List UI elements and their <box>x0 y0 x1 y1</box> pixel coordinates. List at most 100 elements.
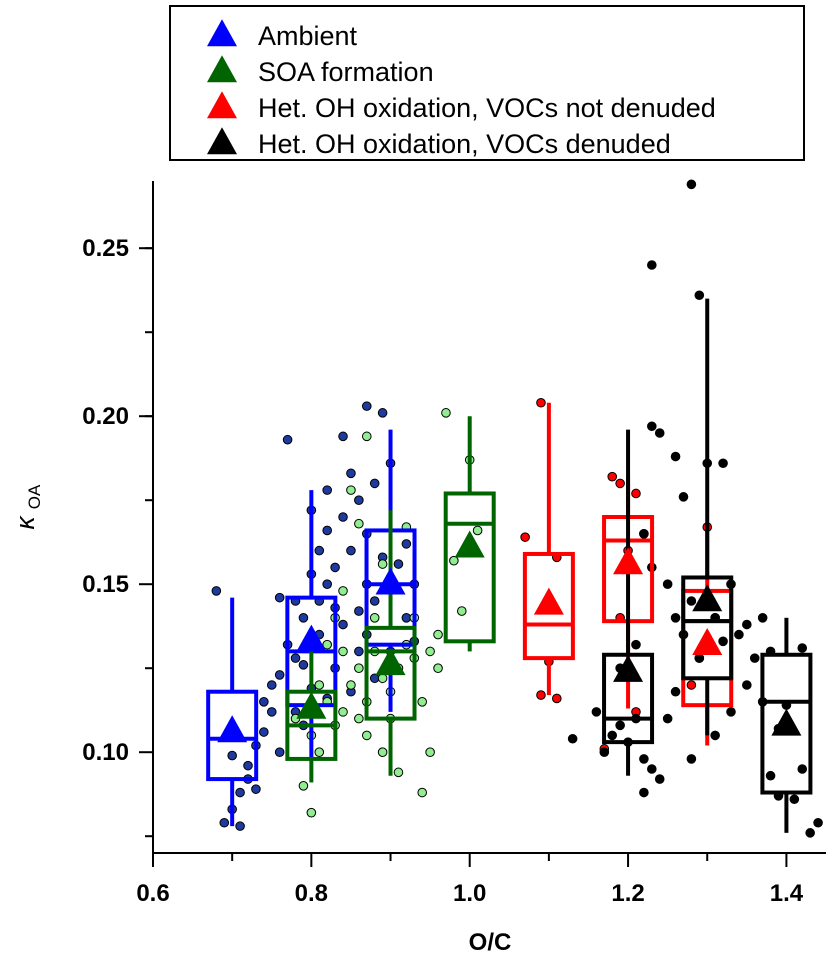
data-point-s3-7 <box>607 471 618 482</box>
data-point-s4-11 <box>639 787 649 798</box>
legend-entry-2: SOA formation <box>258 57 434 87</box>
data-point-s1-1 <box>211 586 222 596</box>
data-point-s3-2 <box>520 532 530 542</box>
data-point-s4-16 <box>647 421 657 432</box>
data-point-s4-1 <box>567 733 578 744</box>
data-point-s1-35 <box>274 747 285 758</box>
x-tick-label-5: 1.4 <box>770 880 804 907</box>
legend-marker-2 <box>207 55 237 83</box>
legend-box <box>169 5 805 161</box>
data-point-s2-27 <box>322 639 332 650</box>
data-point-s2-25 <box>338 586 348 596</box>
mean-marker-s3-2 <box>613 547 644 575</box>
data-point-s1-59 <box>346 468 356 479</box>
data-point-s2-4 <box>314 747 325 758</box>
data-point-s1-43 <box>322 525 332 536</box>
data-point-s1-23 <box>338 431 348 442</box>
data-point-s4-37 <box>742 680 752 690</box>
data-point-s2-29 <box>369 613 380 623</box>
x-tick-label-3: 1.0 <box>453 880 486 907</box>
data-point-s1-53 <box>322 485 332 495</box>
data-point-s1-20 <box>354 495 364 506</box>
data-point-s1-8 <box>266 707 277 717</box>
data-point-s2-24 <box>361 431 372 442</box>
data-point-s4-41 <box>662 713 673 724</box>
data-point-s1-5 <box>243 760 253 771</box>
data-point-s1-25 <box>377 408 388 418</box>
data-point-s1-11 <box>290 653 301 663</box>
data-point-s4-33 <box>734 629 744 640</box>
data-point-s4-49 <box>797 643 808 653</box>
data-point-s4-21 <box>686 179 697 190</box>
data-point-s3-6 <box>552 693 562 704</box>
x-axis-title: O/C <box>469 929 512 956</box>
data-point-s3-8 <box>615 478 625 489</box>
data-point-s4-38 <box>726 707 736 717</box>
data-point-s2-23 <box>354 518 364 529</box>
data-point-s4-51 <box>805 828 815 838</box>
data-point-s1-19 <box>346 545 356 556</box>
data-point-s1-51 <box>401 539 412 549</box>
data-point-s4-31 <box>718 636 728 647</box>
data-point-s1-57 <box>298 660 309 670</box>
data-point-s4-26 <box>670 613 681 623</box>
box-iqr <box>364 625 417 721</box>
box-iqr <box>760 652 813 795</box>
data-point-s2-42 <box>472 525 483 536</box>
data-point-s1-18 <box>338 512 348 522</box>
data-point-s3-1 <box>536 397 546 408</box>
data-point-s4-50 <box>797 764 808 774</box>
data-point-s4-5 <box>615 720 625 731</box>
data-point-s1-30 <box>354 646 364 657</box>
data-point-s4-22 <box>694 290 705 301</box>
data-point-s1-50 <box>393 559 404 569</box>
data-point-s2-18 <box>425 646 435 657</box>
data-point-s1-55 <box>274 592 285 603</box>
mean-marker-s1-2 <box>296 624 327 652</box>
data-point-s1-39 <box>235 821 245 831</box>
mean-marker-s1-1 <box>217 715 248 743</box>
data-point-s3-9 <box>631 488 641 499</box>
data-point-s4-13 <box>631 639 641 650</box>
data-point-s4-40 <box>686 754 697 764</box>
data-point-s1-41 <box>266 680 277 690</box>
y-tick-label-4: 0.25 <box>82 235 129 262</box>
data-point-s1-17 <box>330 562 340 573</box>
mean-marker-s4-1 <box>613 654 644 682</box>
box-s4-3 <box>760 617 813 833</box>
data-point-s4-46 <box>765 770 776 781</box>
data-point-s4-20 <box>678 492 689 502</box>
data-point-s4-28 <box>686 596 697 606</box>
data-point-s2-8 <box>346 680 356 690</box>
data-point-s1-12 <box>282 434 293 445</box>
data-point-s2-43 <box>456 606 467 616</box>
data-point-s2-44 <box>314 680 325 690</box>
data-point-s2-32 <box>433 629 443 640</box>
data-point-s4-19 <box>670 451 681 462</box>
legend-marker-3 <box>207 91 237 119</box>
data-point-s1-38 <box>227 750 237 761</box>
box-s4-2 <box>681 298 734 736</box>
legend-marker-1 <box>207 19 237 47</box>
data-point-s4-35 <box>749 653 760 663</box>
mean-marker-s3-1 <box>533 587 564 615</box>
box-iqr <box>443 491 496 644</box>
data-point-s2-37 <box>306 807 317 818</box>
data-point-s2-36 <box>354 713 364 724</box>
data-point-s2-17 <box>417 697 428 707</box>
legend-entry-3: Het. OH oxidation, VOCs not denuded <box>258 93 716 123</box>
box-s2-3 <box>443 416 496 652</box>
x-tick-label-4: 1.2 <box>611 880 644 907</box>
legend: Ambient SOA formation Het. OH oxidation, V… <box>169 5 805 161</box>
data-point-s1-4 <box>235 787 245 798</box>
data-point-s4-39 <box>710 730 720 741</box>
data-point-s2-19 <box>433 663 443 674</box>
data-point-s1-47 <box>338 619 348 630</box>
data-point-s4-8 <box>639 754 649 764</box>
box-s2-1 <box>285 631 338 783</box>
axes: 0.6 0.8 1.0 1.2 1.4 0.10 0.15 0.20 0.25 O/C κ OA <box>10 181 826 956</box>
data-point-s2-9 <box>354 663 364 674</box>
data-point-s2-20 <box>417 787 428 798</box>
data-point-s4-2 <box>591 707 602 717</box>
legend-marker-4 <box>207 127 237 155</box>
